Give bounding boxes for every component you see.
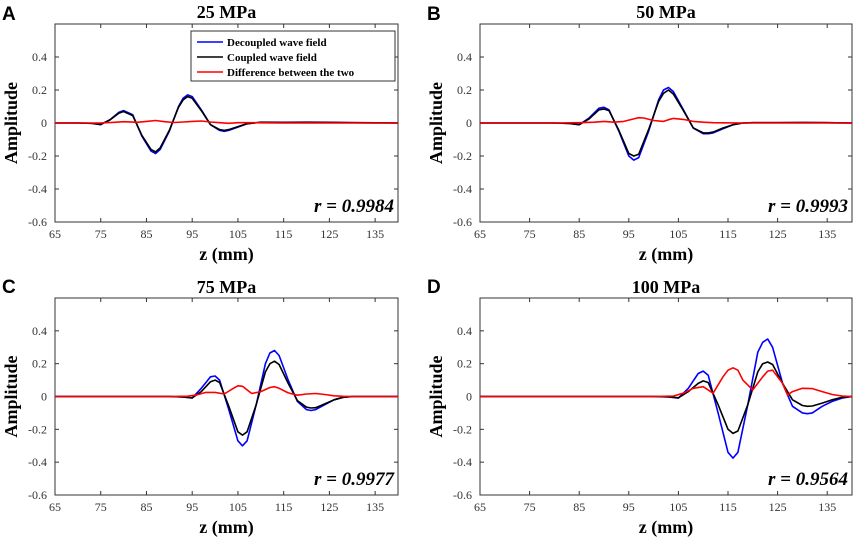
x-tick-label: 125: [320, 500, 338, 514]
y-tick-label: -0.4: [453, 455, 472, 469]
x-tick-label: 85: [140, 227, 152, 241]
y-axis-label: Amplitude: [426, 355, 446, 437]
x-tick-label: 135: [366, 227, 384, 241]
y-tick-label: 0: [466, 390, 472, 404]
panel-title: 25 MPa: [197, 2, 256, 22]
y-tick-label: -0.2: [28, 422, 47, 436]
x-tick-label: 125: [769, 500, 787, 514]
y-tick-label: -0.4: [28, 182, 47, 196]
x-axis-label: z (mm): [639, 244, 693, 265]
x-tick-label: 115: [275, 227, 293, 241]
x-tick-label: 65: [474, 500, 486, 514]
x-tick-label: 75: [524, 500, 536, 514]
y-tick-label: -0.4: [453, 182, 472, 196]
y-tick-label: 0.4: [32, 50, 47, 64]
x-tick-label: 95: [623, 500, 635, 514]
y-tick-label: 0: [466, 116, 472, 130]
y-axis-label: Amplitude: [426, 82, 446, 164]
y-tick-label: -0.2: [453, 149, 472, 163]
y-tick-label: 0.2: [32, 357, 47, 371]
series-line-difference-between-the-two: [55, 384, 398, 398]
series-line-difference-between-the-two: [480, 366, 852, 398]
x-tick-label: 95: [186, 500, 198, 514]
y-tick-label: -0.2: [28, 149, 47, 163]
y-tick-label: -0.4: [28, 455, 47, 469]
x-tick-label: 135: [818, 227, 836, 241]
legend-entry: Difference between the two: [227, 67, 355, 79]
series-line-difference-between-the-two: [55, 119, 398, 125]
x-tick-label: 115: [719, 227, 737, 241]
series-line-decoupled-wave-field: [480, 338, 852, 459]
correlation-annotation: r = 0.9993: [768, 196, 848, 217]
x-tick-label: 85: [140, 500, 152, 514]
y-tick-label: -0.6: [453, 215, 472, 229]
series-line-coupled-wave-field: [55, 360, 398, 436]
series-line-decoupled-wave-field: [55, 349, 398, 447]
panel-title: 75 MPa: [197, 277, 256, 297]
y-tick-label: 0: [41, 116, 47, 130]
panel-letter: D: [427, 277, 441, 298]
legend-entry: Coupled wave field: [227, 52, 317, 64]
x-tick-label: 115: [719, 500, 737, 514]
y-tick-label: -0.6: [28, 215, 47, 229]
panel-a: A 25 MPa 65 75 85 95 105 115 125 135 -0.6 -0.4 -0.2 0…: [1, 2, 399, 265]
correlation-annotation: r = 0.9977: [314, 469, 395, 490]
x-axis-label: z (mm): [199, 244, 253, 265]
y-tick-label: 0.2: [457, 83, 472, 97]
y-tick-label: -0.6: [28, 488, 47, 502]
x-tick-label: 95: [186, 227, 198, 241]
x-tick-label: 85: [573, 500, 585, 514]
x-tick-label: 125: [769, 227, 787, 241]
x-tick-label: 125: [320, 227, 338, 241]
x-axis-label: z (mm): [639, 517, 693, 538]
x-tick-label: 105: [669, 500, 687, 514]
legend-box: [190, 30, 396, 82]
y-tick-label: 0.2: [457, 357, 472, 371]
panel-title: 100 MPa: [632, 277, 700, 297]
correlation-annotation: r = 0.9564: [768, 469, 848, 490]
y-tick-label: 0.2: [32, 83, 47, 97]
x-tick-label: 135: [366, 500, 384, 514]
panel-title: 50 MPa: [636, 2, 695, 22]
x-tick-label: 85: [573, 227, 585, 241]
x-axis-label: z (mm): [199, 517, 253, 538]
x-tick-label: 135: [818, 500, 836, 514]
y-tick-label: 0: [41, 390, 47, 404]
y-tick-label: 0.4: [457, 324, 472, 338]
x-tick-label: 65: [49, 227, 61, 241]
x-tick-label: 75: [95, 500, 107, 514]
y-tick-label: -0.2: [453, 422, 472, 436]
x-tick-label: 105: [669, 227, 687, 241]
x-tick-label: 65: [49, 500, 61, 514]
panel-letter: A: [2, 4, 16, 25]
panel-b: B 50 MPa 65 75 85 95 105 115 125 135 -0.6 -0.4 -0.2 0…: [426, 2, 853, 265]
x-tick-label: 75: [524, 227, 536, 241]
y-axis-label: Amplitude: [1, 82, 21, 164]
x-tick-label: 105: [229, 227, 247, 241]
x-tick-label: 115: [275, 500, 293, 514]
legend-entry: Decoupled wave field: [227, 37, 327, 49]
series-line-difference-between-the-two: [480, 116, 852, 124]
panel-c: C 75 MPa 65 75 85 95 105 115 125 135 -0.6 -0.4 -0.2 0…: [1, 277, 399, 538]
x-tick-label: 65: [474, 227, 486, 241]
panel-d: D 100 MPa 65 75 85 95 105 115 125 135 -0.6 -0.4 -0.2…: [426, 277, 853, 538]
panel-letter: C: [2, 277, 16, 298]
correlation-annotation: r = 0.9984: [314, 196, 394, 217]
y-tick-label: 0.4: [32, 324, 47, 338]
x-tick-label: 95: [623, 227, 635, 241]
x-tick-label: 75: [95, 227, 107, 241]
y-axis-label: Amplitude: [1, 355, 21, 437]
y-tick-label: -0.6: [453, 488, 472, 502]
y-tick-label: 0.4: [457, 50, 472, 64]
x-tick-label: 105: [229, 500, 247, 514]
panel-letter: B: [427, 4, 441, 25]
legend: Decoupled wave field Coupled wave field Di…: [190, 30, 396, 82]
